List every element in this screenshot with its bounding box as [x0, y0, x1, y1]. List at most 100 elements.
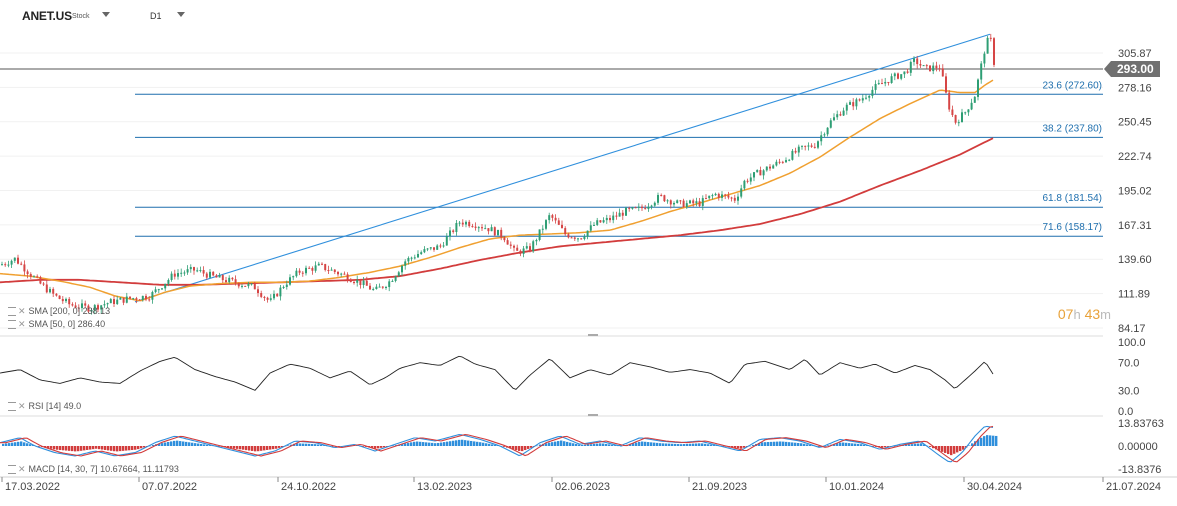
macd-histogram-bar — [89, 446, 91, 450]
candle-body — [753, 172, 755, 177]
close-icon[interactable]: ✕ — [18, 319, 26, 329]
candle-body — [900, 74, 902, 79]
macd-histogram-bar — [527, 446, 529, 449]
candle-body — [433, 247, 435, 250]
candle-body — [455, 223, 457, 232]
chart-toolbar: ANET.US Stock D1 — [0, 0, 1177, 34]
x-axis-label: 17.03.2022 — [5, 481, 60, 493]
macd-histogram-bar — [248, 446, 250, 451]
settings-icon[interactable] — [8, 307, 16, 316]
candle-body — [459, 223, 461, 224]
macd-histogram-bar — [131, 446, 133, 450]
macd-histogram-bar — [689, 444, 691, 446]
macd-histogram-bar — [599, 443, 601, 446]
x-axis-label: 10.01.2024 — [829, 481, 884, 493]
macd-histogram-bar — [464, 440, 466, 446]
candle-body — [967, 109, 969, 112]
timeframe-dropdown-icon[interactable] — [177, 12, 185, 17]
close-icon[interactable]: ✕ — [18, 401, 26, 411]
settings-icon[interactable] — [8, 320, 16, 329]
candle-body — [23, 264, 25, 271]
candle-body — [907, 71, 909, 72]
candle-body — [212, 272, 214, 276]
macd-histogram-bar — [908, 444, 910, 446]
macd-histogram-bar — [917, 444, 919, 446]
x-axis-label: 21.09.2023 — [692, 481, 747, 493]
candle-body — [603, 220, 605, 222]
macd-histogram-bar — [653, 443, 655, 446]
macd-histogram-bar — [857, 444, 859, 446]
macd-histogram-bar — [125, 446, 127, 451]
candle-body — [583, 237, 585, 239]
candle-body — [449, 230, 451, 236]
macd-histogram-bar — [761, 442, 763, 446]
macd-histogram-bar — [443, 442, 445, 446]
symbol-name[interactable]: ANET.US — [22, 9, 72, 23]
candle-body — [551, 215, 553, 218]
candle-body — [843, 111, 845, 116]
candle-body — [177, 273, 179, 277]
macd-histogram-bar — [980, 438, 982, 446]
candle-body — [68, 299, 70, 304]
candle-body — [439, 246, 441, 247]
settings-icon[interactable] — [8, 402, 16, 411]
rsi-label: RSI [14] — [29, 401, 62, 411]
fib-level-label: 61.8 (181.54) — [1043, 193, 1103, 204]
macd-histogram-bar — [884, 446, 886, 447]
macd-histogram-bar — [302, 444, 304, 446]
indicator-macd[interactable]: ✕ MACD [14, 30, 7] 10.67664, 11.11793 — [8, 464, 179, 475]
indicator-sma50[interactable]: ✕ SMA [50, 0] 286.40 — [8, 319, 105, 330]
macd-histogram-bar — [197, 444, 199, 446]
macd-histogram-bar — [167, 442, 169, 446]
symbol-dropdown-icon[interactable] — [102, 12, 110, 17]
candle-body — [801, 146, 803, 147]
macd-histogram-bar — [788, 442, 790, 446]
macd-histogram-bar — [635, 443, 637, 446]
macd-histogram-bar — [707, 444, 709, 446]
macd-histogram-bar — [521, 446, 523, 451]
candle-body — [395, 276, 397, 281]
candle-body — [625, 208, 627, 216]
macd-histogram-bar — [182, 441, 184, 446]
settings-icon[interactable] — [8, 465, 16, 474]
macd-histogram-bar — [236, 446, 238, 449]
macd-histogram-bar — [851, 443, 853, 446]
candle-countdown: 07h 43m — [1058, 306, 1111, 322]
macd-histogram-bar — [74, 446, 76, 451]
macd-histogram-bar — [161, 443, 163, 446]
timeframe-selector[interactable]: D1 — [150, 11, 162, 21]
candle-body — [849, 102, 851, 105]
candle-body — [356, 280, 358, 283]
candle-body — [599, 220, 601, 222]
candle-body — [385, 287, 387, 288]
macd-axis-label: 13.83763 — [1118, 418, 1164, 430]
candle-body — [225, 280, 227, 282]
macd-histogram-bar — [647, 442, 649, 446]
candle-body — [887, 82, 889, 83]
candle-body — [308, 268, 310, 269]
candle-body — [654, 203, 656, 206]
candle-body — [475, 227, 477, 228]
candle-body — [897, 73, 899, 78]
candle-body — [404, 261, 406, 265]
close-icon[interactable]: ✕ — [18, 464, 26, 474]
macd-histogram-bar — [458, 440, 460, 446]
candle-body — [254, 283, 256, 289]
candle-body — [903, 71, 905, 74]
close-icon[interactable]: ✕ — [18, 306, 26, 316]
macd-histogram-bar — [110, 446, 112, 451]
indicator-sma200[interactable]: ✕ SMA [200, 0] 238.13 — [8, 306, 110, 317]
macd-histogram-bar — [80, 446, 82, 451]
candle-body — [747, 181, 749, 182]
macd-histogram-bar — [83, 446, 85, 450]
macd-histogram-bar — [665, 443, 667, 446]
macd-histogram-bar — [611, 445, 613, 446]
macd-histogram-bar — [92, 446, 94, 449]
candle-body — [859, 99, 861, 100]
indicator-rsi[interactable]: ✕ RSI [14] 49.0 — [8, 401, 81, 412]
candle-body — [167, 280, 169, 284]
candle-body — [286, 285, 288, 287]
candle-body — [251, 283, 253, 284]
